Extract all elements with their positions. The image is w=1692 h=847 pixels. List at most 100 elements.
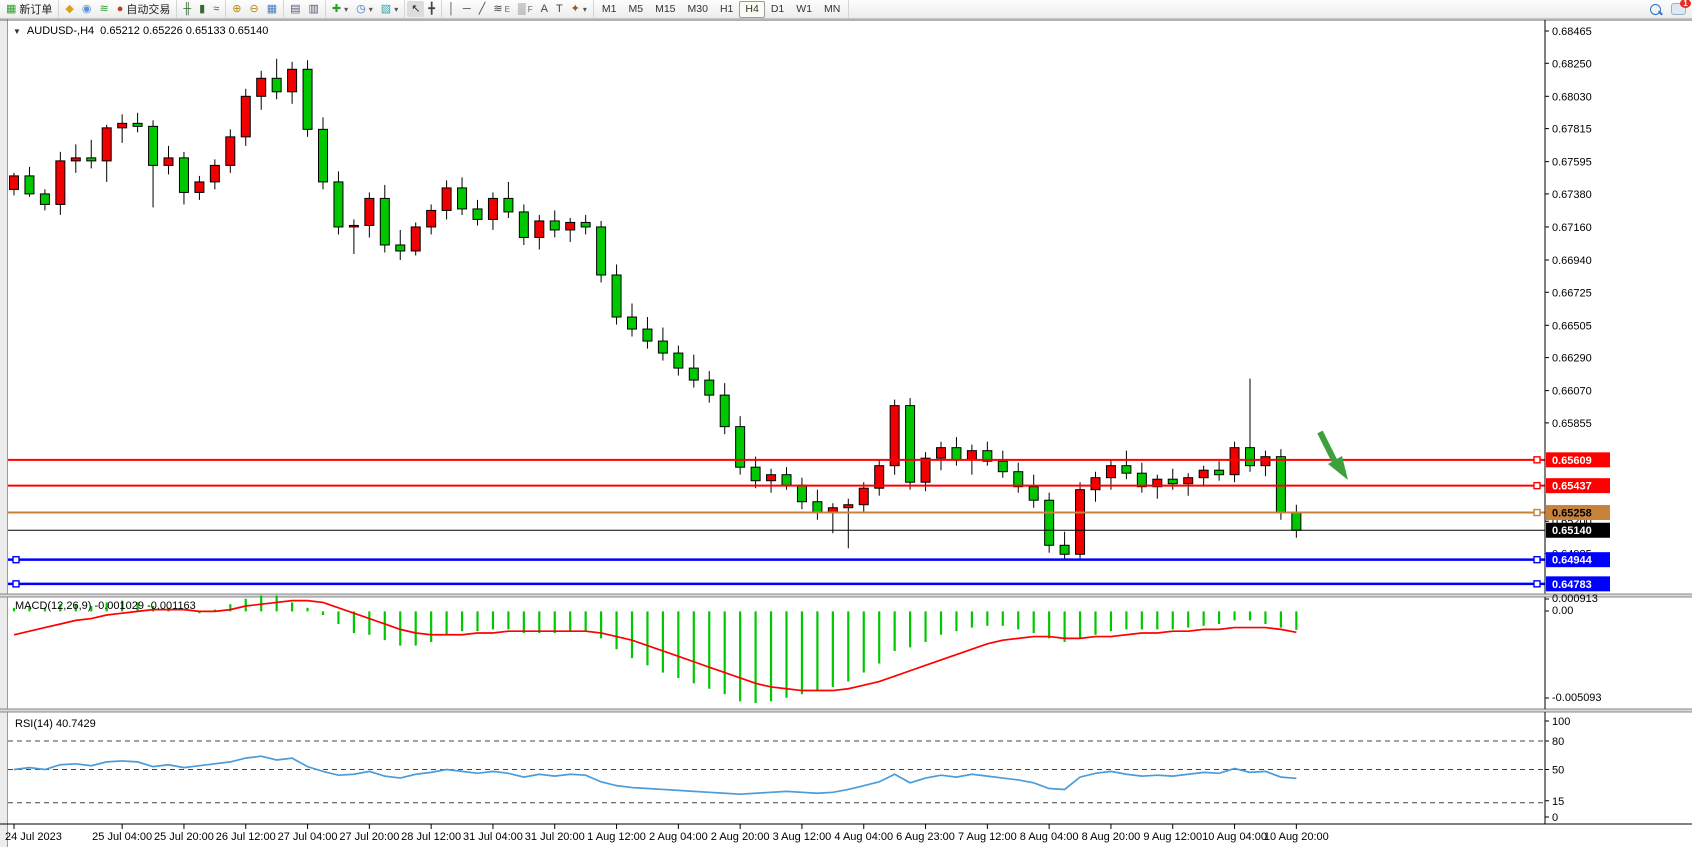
search-icon[interactable] (1650, 3, 1661, 15)
community-icon: ◉ (81, 3, 92, 15)
hlines-layer (8, 456, 1545, 588)
svg-text:0.68030: 0.68030 (1552, 91, 1592, 103)
vertical-line-button[interactable]: │ (444, 1, 459, 17)
crosshair-icon: ╋ (428, 3, 436, 15)
toolbar-right: 1 (1650, 0, 1692, 15)
track-chart-button[interactable]: ▥ (305, 1, 323, 17)
svg-text:50: 50 (1552, 765, 1564, 777)
market-watch-button[interactable]: ◆ (61, 1, 77, 17)
toolbar-group: ▦ 新订单 (0, 0, 60, 18)
svg-text:7 Aug 12:00: 7 Aug 12:00 (958, 831, 1017, 843)
chat-bubble-icon[interactable]: 1 (1671, 0, 1691, 15)
zoom-in-icon: ⊕ (232, 3, 242, 15)
auto-arrange-button[interactable]: ▤ (286, 1, 304, 17)
add-indicator-icon: ✚ (331, 3, 342, 15)
dropdown-caret-icon[interactable]: ▾ (582, 4, 587, 14)
toolbar-group: ↖ ╋ (405, 0, 443, 18)
svg-text:80: 80 (1552, 736, 1564, 748)
new-order-button[interactable]: ▦ 新订单 (2, 1, 56, 17)
candlestick-chart-button[interactable]: ▮ (195, 1, 209, 17)
community-button[interactable]: ◉ (78, 1, 96, 17)
zoom-out-button[interactable]: ⊖ (245, 1, 262, 17)
rsi-layer: 100 80 50 15 0 (8, 712, 1570, 824)
ohlc-bars-icon: ╫ (183, 3, 192, 15)
svg-text:28 Jul 12:00: 28 Jul 12:00 (401, 831, 461, 843)
zoom-in-button[interactable]: ⊕ (228, 1, 245, 17)
timeframe-d1[interactable]: D1 (770, 2, 785, 15)
signals-button[interactable]: ≋ (95, 1, 112, 17)
chart-window[interactable]: 0.68465 0.68250 0.68030 0.67815 0.67595 0.673… (0, 18, 1692, 847)
svg-text:0.66290: 0.66290 (1552, 353, 1592, 365)
horizontal-line-icon: ─ (462, 3, 471, 15)
channel-icon: ≋ (493, 3, 503, 15)
dropdown-caret-icon[interactable]: ▾ (368, 4, 373, 14)
svg-text:0.67595: 0.67595 (1552, 157, 1592, 169)
svg-text:9 Aug 12:00: 9 Aug 12:00 (1143, 831, 1202, 843)
svg-text:10 Aug 20:00: 10 Aug 20:00 (1264, 831, 1329, 843)
timeframe-mn[interactable]: MN (824, 2, 841, 15)
toolbar-group: ⊕ ⊖ ▦ (226, 0, 285, 18)
indicators-button[interactable]: ✚ ▾ (328, 1, 352, 17)
svg-text:27 Jul 20:00: 27 Jul 20:00 (339, 831, 399, 843)
horizontal-line-button[interactable]: ─ (459, 1, 475, 17)
svg-text:0.67380: 0.67380 (1552, 189, 1592, 201)
timeframe-m30[interactable]: M30 (687, 2, 708, 15)
arrows-button[interactable]: ✦ ▾ (567, 1, 591, 17)
svg-text:100: 100 (1552, 716, 1570, 728)
timeframe-m5[interactable]: M5 (628, 2, 644, 15)
fibonacci-icon-letter: F (527, 4, 533, 14)
tile-windows-button[interactable]: ▦ (263, 1, 281, 17)
timeframe-m15[interactable]: M15 (655, 2, 676, 15)
text-label-icon: T (555, 3, 563, 15)
timeframe-h1[interactable]: H1 (719, 2, 734, 15)
svg-text:0.68250: 0.68250 (1552, 58, 1592, 70)
dropdown-caret-icon[interactable]: ▾ (394, 4, 399, 14)
crosshair-button[interactable]: ╋ (424, 1, 439, 17)
periods-button[interactable]: ◷ ▾ (352, 1, 377, 17)
text-label-button[interactable]: T (552, 1, 567, 17)
order-ticket-icon: ▦ (6, 3, 17, 15)
svg-text:0.66940: 0.66940 (1552, 255, 1592, 267)
toolbar-group: ▤ ▥ (284, 0, 326, 18)
panel-splitters (0, 593, 1692, 713)
svg-text:8 Aug 20:00: 8 Aug 20:00 (1082, 831, 1141, 843)
channel-icon-letter: E (504, 4, 510, 14)
svg-text:31 Jul 20:00: 31 Jul 20:00 (525, 831, 585, 843)
svg-text:0.66070: 0.66070 (1552, 386, 1592, 398)
trendline-button[interactable]: ╱ (475, 1, 490, 17)
fibonacci-button[interactable]: ▒ F (514, 1, 537, 17)
svg-text:0: 0 (1552, 812, 1558, 824)
symbol-dropdown-icon[interactable]: ▼ (13, 26, 21, 36)
svg-text:24 Jul 2023: 24 Jul 2023 (5, 831, 62, 843)
track-chart-icon: ▥ (308, 3, 319, 15)
svg-text:0.65140: 0.65140 (1552, 525, 1592, 537)
text-button[interactable]: A (537, 1, 552, 17)
line-chart-icon: ≈ (213, 3, 220, 15)
chart-svg[interactable]: 0.68465 0.68250 0.68030 0.67815 0.67595 0.673… (0, 18, 1692, 847)
timeframe-w1[interactable]: W1 (796, 2, 813, 15)
toolbar-group: ✚ ▾ ◷ ▾ ▧ ▾ (326, 0, 406, 18)
cursor-button[interactable]: ↖ (407, 1, 425, 17)
timeframe-group: M1 M5 M15 M30 H1 H4 D1 W1 MN (594, 0, 850, 18)
svg-text:3 Aug 12:00: 3 Aug 12:00 (773, 831, 832, 843)
dropdown-caret-icon[interactable]: ▾ (344, 4, 349, 14)
bar-chart-button[interactable]: ╫ (179, 1, 195, 17)
templates-button[interactable]: ▧ ▾ (377, 1, 402, 17)
gold-marker-icon: ◆ (65, 3, 74, 15)
toolbar-group: │ ─ ╱ ≋ E ▒ F A T ✦ ▾ (442, 0, 594, 18)
svg-text:0.65258: 0.65258 (1552, 508, 1592, 520)
svg-text:0.64783: 0.64783 (1552, 579, 1592, 591)
line-chart-button[interactable]: ≈ (209, 1, 223, 17)
arrow-objects-icon: ✦ (570, 3, 580, 15)
autotrading-button[interactable]: ● 自动交易 (113, 1, 175, 17)
svg-text:10 Aug 04:00: 10 Aug 04:00 (1202, 831, 1267, 843)
equidistant-channel-button[interactable]: ≋ E (489, 1, 514, 17)
timeframe-m1[interactable]: M1 (601, 2, 617, 15)
svg-text:26 Jul 12:00: 26 Jul 12:00 (216, 831, 276, 843)
timeframe-h4[interactable]: H4 (739, 0, 765, 18)
toolbar-group: ◆ ◉ ≋ ● 自动交易 (59, 0, 178, 18)
text-icon: A (540, 3, 548, 15)
candlestick-icon: ▮ (199, 3, 206, 15)
toolbar-group: ╫ ▮ ≈ (177, 0, 227, 18)
